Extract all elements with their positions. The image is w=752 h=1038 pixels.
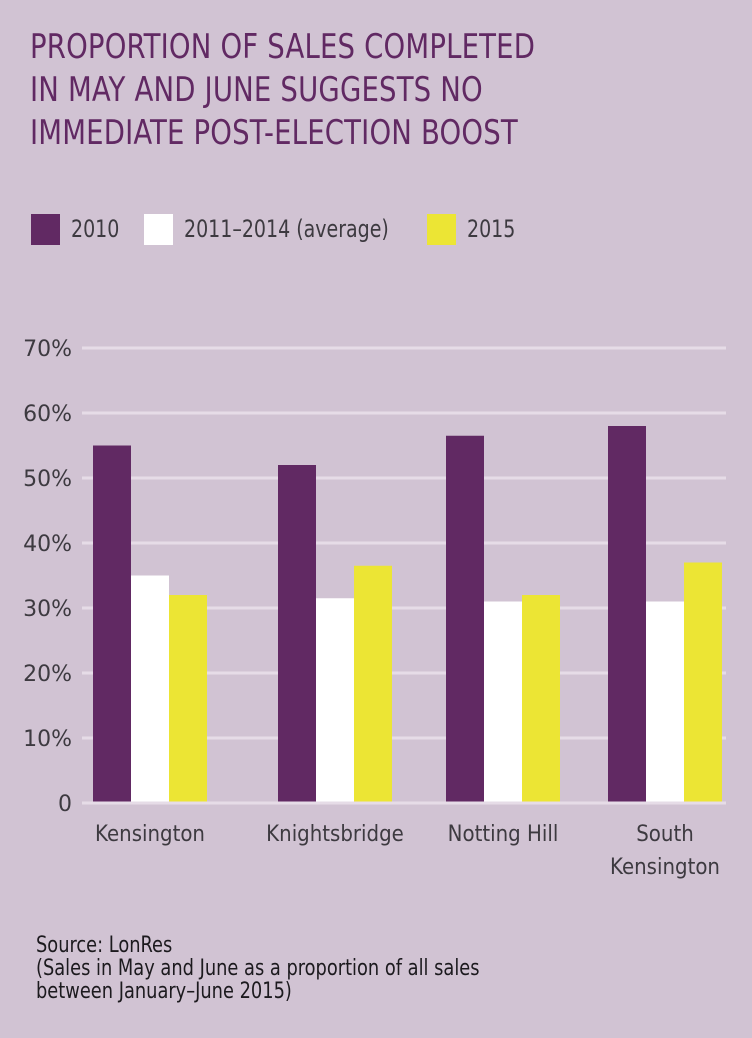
bar — [93, 445, 131, 803]
bar — [608, 426, 646, 803]
x-category-label: South — [636, 821, 693, 846]
legend-label: 2011–2014 (average) — [183, 215, 389, 243]
bar — [316, 598, 354, 803]
legend: 2010 2011–2014 (average) 2015 — [31, 213, 544, 245]
legend-item: 2010 — [31, 213, 126, 245]
x-category-label: Kensington — [95, 821, 205, 846]
y-tick-label: 60% — [23, 402, 72, 427]
bar — [131, 575, 169, 803]
y-tick-label: 70% — [23, 337, 72, 362]
legend-label: 2015 — [466, 215, 516, 243]
bar — [354, 565, 392, 803]
bar — [278, 465, 316, 803]
x-category-label: Notting Hill — [448, 821, 559, 846]
y-tick-label: 10% — [23, 727, 72, 752]
bar — [684, 562, 722, 803]
x-category-label: Knightsbridge — [266, 821, 404, 846]
bar — [484, 601, 522, 803]
bar — [446, 435, 484, 803]
source-note: Source: LonRes (Sales in May and June as… — [36, 934, 480, 1003]
bar — [646, 601, 684, 803]
bar — [169, 595, 207, 803]
source-label: Source: LonRes — [36, 933, 173, 958]
y-tick-label: 20% — [23, 662, 72, 687]
legend-swatch — [426, 213, 456, 245]
y-tick-label: 50% — [23, 467, 72, 492]
y-tick-label: 30% — [23, 597, 72, 622]
legend-item: 2015 — [426, 213, 522, 245]
x-category-label: Kensington — [610, 854, 720, 879]
legend-swatch — [143, 213, 173, 245]
legend-label: 2010 — [71, 215, 120, 243]
source-description-line-2: between January–June 2015) — [36, 979, 292, 1004]
source-description-line-1: (Sales in May and June as a proportion o… — [36, 956, 480, 981]
y-tick-label: 40% — [23, 532, 72, 557]
chart-title: PROPORTION OF SALES COMPLETED IN MAY AND… — [30, 27, 536, 153]
bar — [522, 595, 560, 803]
bar-chart: 0 10% 20% 30% 40% 50% 60% 70% Kensington Knightsb… — [23, 337, 726, 879]
legend-swatch — [31, 213, 60, 245]
legend-item: 2011–2014 (average) — [143, 213, 417, 245]
y-tick-label: 0 — [58, 792, 72, 817]
